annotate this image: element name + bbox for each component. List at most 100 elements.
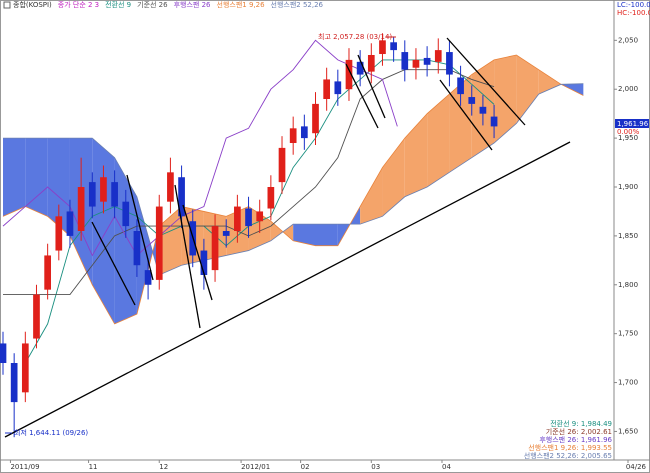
corner-label: LC:-100.00 bbox=[617, 1, 650, 9]
legend-entry: 종가 단순 2 3 bbox=[58, 0, 99, 9]
cloud-segment bbox=[382, 138, 405, 217]
trend-line bbox=[91, 221, 136, 306]
cloud-segment bbox=[47, 138, 70, 236]
stat-label: 기준선 26: 2,002.61 bbox=[546, 427, 612, 436]
cloud-segment bbox=[494, 55, 517, 143]
candle-body bbox=[55, 216, 63, 251]
candle-body bbox=[468, 97, 476, 104]
candle-body bbox=[222, 231, 230, 236]
candle-body bbox=[434, 50, 442, 62]
cloud-segment bbox=[315, 224, 338, 246]
y-tick-label: 1,750 bbox=[618, 330, 638, 338]
cloud-segment bbox=[293, 224, 316, 246]
last-price-box bbox=[615, 119, 649, 128]
candle-body bbox=[88, 182, 96, 207]
trend-line bbox=[446, 37, 526, 126]
candle-body bbox=[267, 187, 275, 209]
x-tick-label: 2011/09 bbox=[10, 463, 39, 471]
candle-body bbox=[133, 231, 141, 266]
candle-body bbox=[457, 77, 464, 95]
cloud-segment bbox=[360, 167, 383, 225]
annotation-high: 최고 2,057.28 (03/14) bbox=[318, 32, 392, 41]
legend-entry: 선행스팬1 9,26 bbox=[217, 0, 266, 9]
candle-body bbox=[234, 206, 241, 231]
candle-body bbox=[122, 201, 130, 227]
x-tick-label: 2012/01 bbox=[241, 463, 270, 471]
y-tick-label: 1,900 bbox=[618, 183, 638, 191]
candle-body bbox=[167, 172, 174, 202]
y-tick-label: 1,800 bbox=[618, 281, 638, 289]
stat-label: 후행스팬 26: 1,961.96 bbox=[539, 435, 612, 444]
cloud-segment bbox=[404, 113, 428, 197]
candle-body bbox=[300, 126, 308, 139]
candle-body bbox=[245, 208, 252, 227]
x-tick-label: 12 bbox=[159, 463, 168, 471]
cloud-segment bbox=[427, 94, 450, 187]
candle-body bbox=[21, 343, 29, 393]
corner-label: HC:-100.00 bbox=[617, 9, 650, 17]
candle-body bbox=[479, 106, 487, 114]
x-tick-label: 04 bbox=[442, 463, 451, 471]
trend-line bbox=[4, 141, 571, 438]
candle-body bbox=[178, 177, 185, 217]
candle-body bbox=[367, 55, 375, 72]
legend-entry: 종합(KOSPI) bbox=[13, 0, 52, 9]
candle-body bbox=[44, 255, 51, 290]
cloud-line bbox=[3, 83, 584, 276]
cloud-segment bbox=[92, 138, 115, 324]
candle-body bbox=[446, 52, 453, 75]
cloud-segment bbox=[114, 157, 137, 324]
candle-body bbox=[490, 116, 498, 127]
x-tick-label: 04/26 bbox=[626, 463, 647, 471]
y-tick-label: 1,850 bbox=[618, 232, 638, 240]
y-tick-label: 2,050 bbox=[618, 36, 638, 44]
cloud-line bbox=[2, 54, 584, 325]
candle-body bbox=[345, 59, 353, 90]
candle-body bbox=[356, 61, 364, 75]
cloud-segment bbox=[3, 138, 26, 217]
y-tick-label: 1,650 bbox=[618, 427, 638, 435]
candle-body bbox=[211, 226, 219, 271]
cloud-segment bbox=[449, 74, 472, 173]
candle-body bbox=[0, 343, 7, 363]
candle-body bbox=[289, 128, 297, 143]
candle-body bbox=[33, 294, 40, 339]
trend-line bbox=[126, 174, 154, 281]
cloud-segment bbox=[516, 55, 539, 124]
legend-entry: 기준선 26 bbox=[137, 0, 168, 9]
last-price: 1,961.96 bbox=[617, 120, 649, 128]
y-tick-label: 1,950 bbox=[618, 134, 638, 142]
cloud-segment bbox=[159, 206, 182, 275]
x-tick-label: 03 bbox=[371, 463, 380, 471]
x-tick-label: 02 bbox=[301, 463, 310, 471]
trend-line bbox=[357, 54, 386, 119]
trend-line bbox=[439, 79, 493, 151]
annotation-low: 최저 1,644.11 (09/26) bbox=[14, 428, 88, 437]
cloud-layer bbox=[2, 54, 584, 325]
candle-body bbox=[379, 40, 386, 55]
last-change: 0.00% bbox=[617, 128, 640, 136]
y-tick-label: 1,700 bbox=[618, 379, 638, 387]
trend-line bbox=[182, 204, 213, 301]
candle-body bbox=[256, 211, 264, 222]
cloud-segment bbox=[538, 69, 562, 95]
trend-line bbox=[345, 63, 379, 129]
candle-body bbox=[412, 59, 420, 68]
legend-entry: 선행스팬2 52,26 bbox=[271, 0, 324, 9]
candle-body bbox=[423, 57, 431, 65]
candle-body bbox=[100, 177, 107, 202]
x-tick-label: 11 bbox=[89, 463, 98, 471]
y-tick-label: 2,000 bbox=[618, 85, 638, 93]
trend-lines bbox=[4, 37, 571, 438]
stat-label: 전환선 9: 1,984.49 bbox=[550, 419, 612, 428]
legend-entry: 전환선 9 bbox=[105, 0, 131, 9]
candle-body bbox=[200, 250, 208, 275]
candle-body bbox=[10, 363, 18, 403]
trend-line bbox=[174, 184, 201, 329]
legend-entry: 후행스팬 26 bbox=[174, 0, 211, 9]
legend-checkbox bbox=[3, 1, 11, 9]
candle-body bbox=[111, 182, 118, 207]
candle-body bbox=[66, 211, 74, 236]
candle-body bbox=[155, 206, 163, 280]
